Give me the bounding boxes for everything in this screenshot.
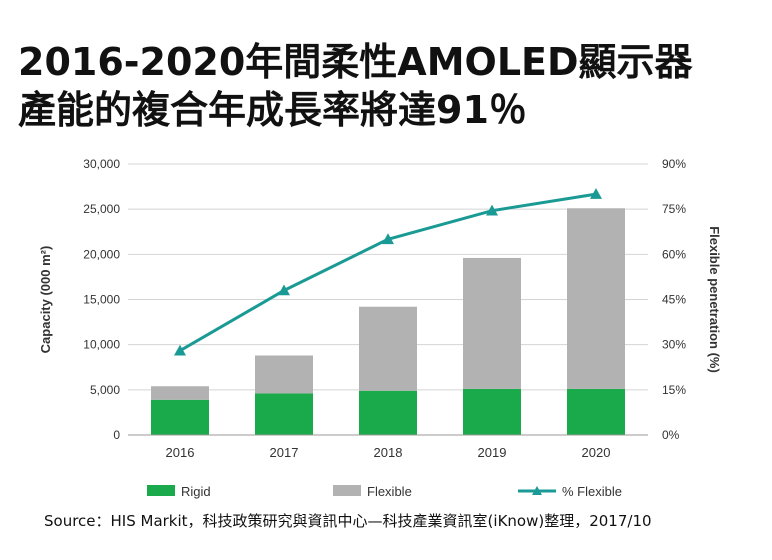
legend-label: Rigid [181, 484, 211, 499]
y-tick-label: 0 [113, 428, 120, 442]
x-tick-label: 2017 [270, 445, 299, 460]
y-tick-label: 10,000 [83, 338, 120, 352]
bar-rigid-2017 [255, 393, 313, 435]
bar-flexible-2017 [255, 355, 313, 394]
title-line-2: 產能的複合年成長率將達91％ [18, 88, 527, 132]
x-tick-label: 2018 [374, 445, 403, 460]
legend-label: Flexible [367, 484, 412, 499]
legend-label: % Flexible [562, 484, 622, 499]
y2-tick-label: 75% [662, 202, 686, 216]
y2-tick-label: 45% [662, 293, 686, 307]
flexible-line [174, 188, 602, 356]
bar-flexible-2016 [151, 386, 209, 400]
line-marker-2018 [382, 233, 394, 245]
y-tick-label: 20,000 [83, 247, 120, 261]
bar-flexible-2020 [567, 208, 625, 389]
legend-swatch-flexible [333, 485, 361, 496]
bar-rigid-2020 [567, 388, 625, 435]
axes: 0 0% 5,000 15% 10,000 30% 15,000 45% 20,000 60% 25… [38, 157, 722, 460]
y2-tick-label: 0% [662, 428, 680, 442]
y2-tick-label: 60% [662, 247, 686, 261]
x-tick-label: 2016 [166, 445, 195, 460]
y-tick-label: 15,000 [83, 293, 120, 307]
y2-tick-label: 30% [662, 338, 686, 352]
line-marker-2016 [174, 344, 186, 356]
bars [151, 208, 625, 435]
bar-flexible-2018 [359, 306, 417, 391]
line-marker-2019 [486, 204, 498, 216]
source-note: Source：HIS Markit，科技政策研究與資訊中心—科技產業資訊室(iK… [44, 512, 652, 530]
bar-rigid-2019 [463, 388, 521, 435]
title-line-1: 2016-2020年間柔性AMOLED顯示器 [18, 40, 693, 84]
y-tick-label: 5,000 [90, 383, 120, 397]
line-marker-2017 [278, 284, 290, 296]
y-tick-label: 25,000 [83, 202, 120, 216]
legend-swatch-rigid [147, 485, 175, 496]
x-tick-label: 2019 [478, 445, 507, 460]
line-marker-2020 [590, 188, 602, 199]
legend: Rigid Flexible % Flexible [147, 484, 622, 499]
x-tick-label: 2020 [582, 445, 611, 460]
bar-flexible-2019 [463, 257, 521, 389]
legend-marker [532, 486, 542, 495]
y2-tick-label: 90% [662, 157, 686, 171]
chart-title: 2016-2020年間柔性AMOLED顯示器 產能的複合年成長率將達91％ [18, 38, 758, 134]
bar-rigid-2016 [151, 399, 209, 435]
y2-tick-label: 15% [662, 383, 686, 397]
y2-axis-title: Flexible penetration (%) [707, 226, 722, 373]
y-axis-title: Capacity (000 m²) [38, 246, 53, 354]
y-tick-label: 30,000 [83, 157, 120, 171]
bar-rigid-2018 [359, 390, 417, 435]
